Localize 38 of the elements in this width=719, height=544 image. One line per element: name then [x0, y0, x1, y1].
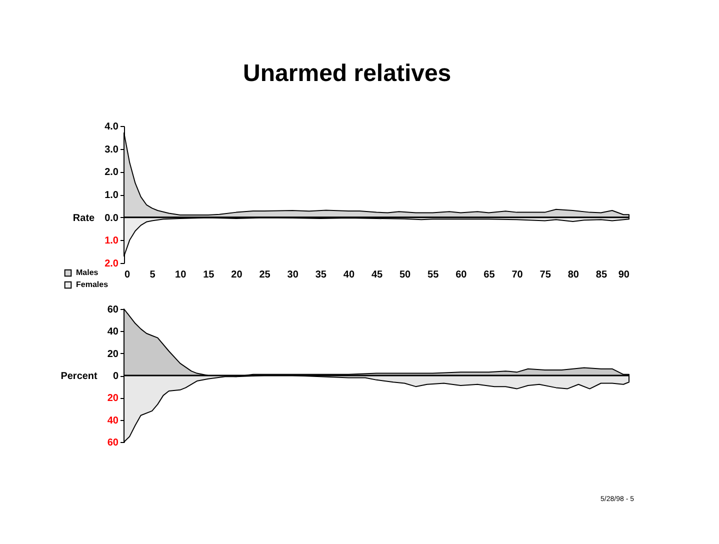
y-tick-label: 3.0: [104, 144, 119, 156]
x-tick-label: 45: [371, 270, 383, 280]
x-tick-label: 75: [540, 270, 552, 280]
x-tick-label: 70: [512, 270, 524, 280]
y-tick-label: 2.0: [104, 258, 119, 270]
legend-label: Females: [76, 280, 109, 289]
x-tick-label: 65: [484, 270, 496, 280]
x-tick-label: 25: [259, 270, 271, 280]
x-tick-label: 35: [315, 270, 327, 280]
y-tick-label: 1.0: [104, 190, 119, 201]
x-tick-label: 5: [150, 270, 156, 280]
x-tick-label: 60: [456, 270, 468, 280]
x-tick-label: 20: [231, 270, 243, 280]
y-tick-label: 20: [107, 393, 119, 404]
x-tick-label: 40: [343, 270, 355, 280]
chart-title: Unarmed relatives: [243, 60, 452, 87]
y-tick-label: 1.0: [104, 236, 119, 247]
x-tick-label: 0: [124, 270, 130, 280]
y-axis-title: Rate: [72, 212, 96, 224]
legend-label: Males: [76, 268, 99, 277]
x-tick-label: 90: [618, 270, 630, 280]
x-tick-label: 80: [568, 270, 580, 280]
x-tick-label: 50: [399, 270, 412, 280]
y-tick-label: 2.0: [104, 167, 119, 178]
y-tick-label: 20: [107, 348, 119, 360]
y-tick-label: 0.0: [104, 212, 119, 224]
y-tick-label: 40: [107, 415, 119, 426]
x-tick-label: 55: [428, 270, 440, 280]
x-tick-label: 15: [203, 270, 215, 280]
y-tick-label: 60: [107, 304, 119, 316]
y-tick-label: 40: [107, 326, 119, 338]
x-tick-label: 85: [596, 270, 608, 280]
y-tick-label: 60: [107, 438, 119, 448]
y-tick-label: 4.0: [104, 122, 119, 132]
x-tick-label: 10: [175, 270, 187, 280]
y-axis-title: Percent: [60, 371, 98, 382]
y-tick-label: 0: [112, 371, 119, 382]
x-tick-label: 30: [287, 270, 299, 280]
